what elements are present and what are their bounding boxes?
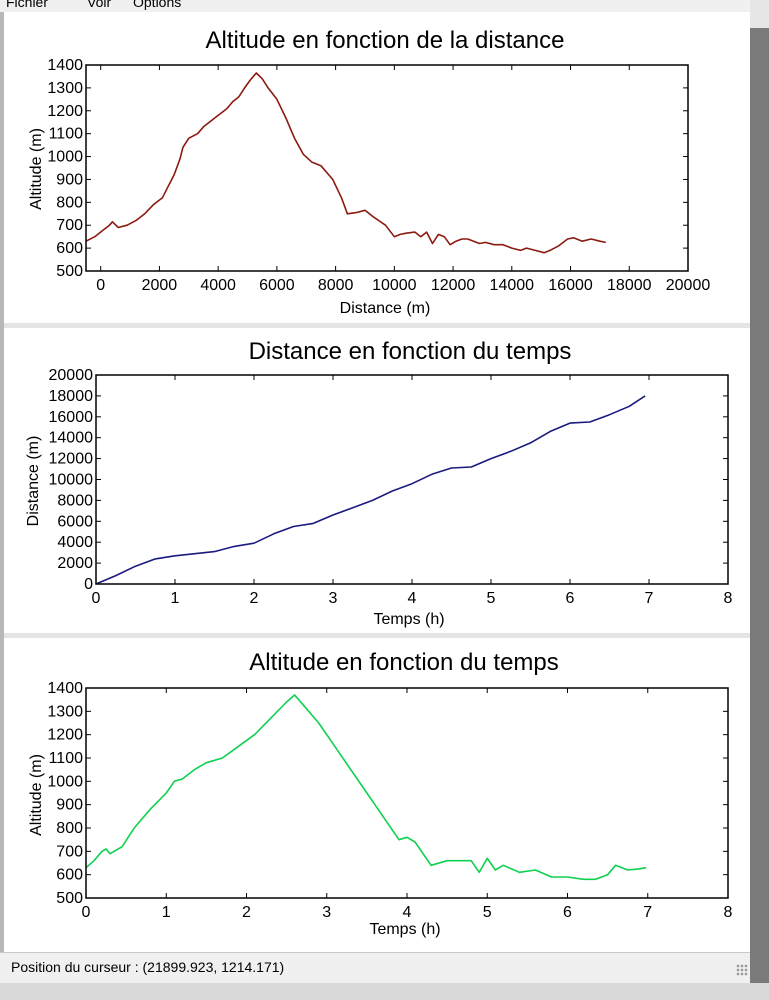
y-tick-label: 600: [56, 240, 83, 257]
y-tick-label: 10000: [49, 472, 94, 489]
y-tick-label: 700: [56, 843, 83, 860]
x-tick-label: 14000: [490, 277, 535, 294]
menu-item-fichier[interactable]: Fichier: [6, 0, 49, 10]
cursor-position-readout: Position du curseur : (21899.923, 1214.1…: [11, 959, 285, 975]
series: [95, 395, 646, 585]
x-tick-label: 0: [82, 904, 91, 921]
window-left-edge: [0, 12, 4, 952]
y-axis-label: Altitude (m): [28, 754, 45, 836]
x-tick-label: 8000: [318, 277, 354, 294]
y-tick-label: 900: [56, 797, 83, 814]
chart-title: Distance en fonction du temps: [249, 338, 572, 365]
x-tick-label: 20000: [666, 277, 711, 294]
y-axis-label: Altitude (m): [28, 128, 45, 210]
series-line: [95, 395, 646, 585]
series: [85, 72, 606, 254]
y-tick-label: 1400: [47, 680, 83, 697]
x-tick-label: 6000: [259, 277, 295, 294]
series-line: [85, 694, 647, 881]
x-tick-label: 7: [643, 904, 652, 921]
chart-title: Altitude en fonction de la distance: [206, 27, 565, 54]
x-tick-label: 1: [171, 590, 180, 607]
ticks: 0 1 2 3 4 5 6 7 8 500 600 700 800 900 1000 1100 1200 1300…: [47, 680, 732, 921]
y-tick-label: 12000: [49, 451, 94, 468]
series: [85, 694, 647, 881]
x-tick-label: 16000: [548, 277, 593, 294]
chart-distance-temps: Distance en fonction du temps 0 1 2 3 4 5 6 7 80…: [25, 338, 733, 628]
y-tick-label: 1300: [47, 703, 83, 720]
y-tick-label: 14000: [49, 430, 94, 447]
y-axis-label: Distance (m): [25, 436, 42, 527]
chart-altitude-temps: Altitude en fonction du temps 0 1 2 3 4 5 6 7 8 5…: [28, 649, 733, 938]
window-side-panel: [750, 0, 769, 1000]
x-tick-label: 5: [483, 904, 492, 921]
x-tick-label: 8: [724, 590, 733, 607]
axes-frame: [95, 374, 729, 585]
x-tick-label: 12000: [431, 277, 476, 294]
x-tick-label: 4: [403, 904, 412, 921]
ticks: 0 2000 4000 6000 8000 10000 12000 14000 16000 180…: [47, 57, 710, 294]
x-axis-label: Temps (h): [369, 921, 440, 938]
x-tick-label: 0: [96, 277, 105, 294]
x-tick-label: 10000: [372, 277, 417, 294]
x-tick-label: 0: [92, 590, 101, 607]
x-tick-label: 3: [322, 904, 331, 921]
y-tick-label: 1400: [47, 57, 83, 74]
x-axis-label: Distance (m): [340, 300, 431, 317]
y-tick-label: 4000: [57, 534, 93, 551]
y-tick-label: 600: [56, 867, 83, 884]
menu-bar: Fichier Voir Options: [0, 0, 750, 12]
y-tick-label: 800: [56, 194, 83, 211]
y-tick-label: 18000: [49, 388, 94, 405]
axes-frame: [85, 687, 729, 899]
y-tick-label: 1000: [47, 149, 83, 166]
x-tick-label: 18000: [607, 277, 652, 294]
y-tick-label: 700: [56, 217, 83, 234]
y-tick-label: 1100: [49, 126, 84, 143]
y-tick-label: 1300: [47, 80, 83, 97]
y-tick-label: 1100: [49, 750, 84, 767]
y-tick-label: 1200: [47, 103, 83, 120]
x-tick-label: 5: [487, 590, 496, 607]
resize-grip-icon[interactable]: [736, 964, 748, 976]
x-axis-label: Temps (h): [373, 611, 444, 628]
status-bar: Position du curseur : (21899.923, 1214.1…: [0, 952, 750, 983]
y-tick-label: 0: [84, 576, 93, 593]
y-tick-label: 2000: [57, 555, 93, 572]
y-tick-label: 1000: [47, 773, 83, 790]
x-tick-label: 7: [645, 590, 654, 607]
x-tick-label: 1: [162, 904, 171, 921]
y-tick-label: 800: [56, 820, 83, 837]
x-tick-label: 6: [566, 590, 575, 607]
y-tick-label: 20000: [49, 367, 94, 384]
y-tick-label: 16000: [49, 409, 94, 426]
menu-item-voir[interactable]: Voir: [87, 0, 112, 10]
x-tick-label: 2000: [142, 277, 178, 294]
plot-area: [4, 12, 750, 952]
y-tick-label: 900: [56, 171, 83, 188]
y-tick-label: 8000: [57, 492, 93, 509]
chart-title: Altitude en fonction du temps: [249, 649, 559, 676]
window-bottom-edge: [0, 983, 769, 1000]
y-tick-label: 1200: [47, 727, 83, 744]
x-tick-label: 4000: [200, 277, 236, 294]
axes-frame: [85, 64, 689, 272]
series-line: [85, 72, 606, 254]
panel-separator: [4, 323, 750, 328]
chart-altitude-distance: Altitude en fonction de la distance 0 200…: [28, 27, 710, 317]
x-tick-label: 2: [242, 904, 251, 921]
ticks: 0 1 2 3 4 5 6 7 8 0 2000 4000 6000 8000 10000 12000 1400…: [49, 367, 733, 607]
x-tick-label: 6: [563, 904, 572, 921]
menu-item-options[interactable]: Options: [133, 0, 182, 10]
x-tick-label: 3: [329, 590, 338, 607]
x-tick-label: 2: [250, 590, 259, 607]
y-tick-label: 500: [56, 263, 83, 280]
panel-separator: [4, 633, 750, 638]
x-tick-label: 8: [724, 904, 733, 921]
y-tick-label: 6000: [57, 513, 93, 530]
y-tick-label: 500: [56, 890, 83, 907]
x-tick-label: 4: [408, 590, 417, 607]
